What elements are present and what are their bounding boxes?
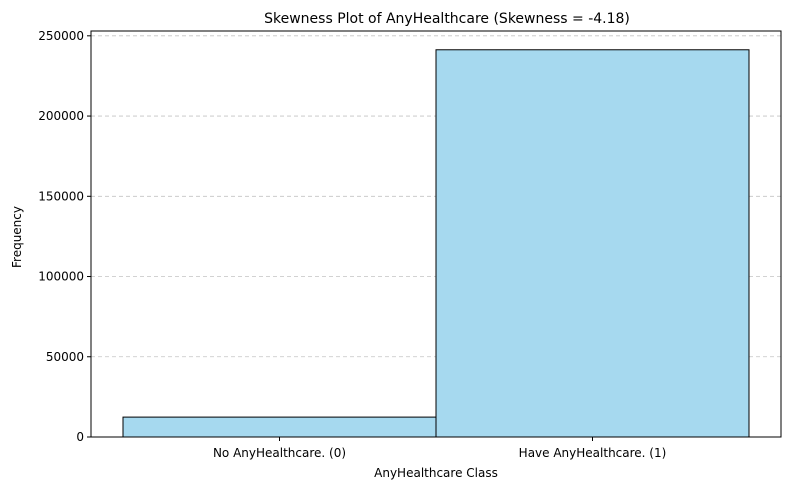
y-axis-label: Frequency xyxy=(10,206,24,268)
plot-frame xyxy=(90,30,782,438)
y-tick-label: 50000 xyxy=(46,350,84,364)
y-tick-label: 250000 xyxy=(38,29,84,43)
chart-title: Skewness Plot of AnyHealthcare (Skewness… xyxy=(264,11,630,27)
bars xyxy=(122,49,750,438)
y-tick-label: 0 xyxy=(76,430,84,444)
y-tick-label: 100000 xyxy=(38,270,84,284)
bar-0 xyxy=(122,416,437,438)
x-tick-label: Have AnyHealthcare. (1) xyxy=(519,446,667,460)
x-tick-label: No AnyHealthcare. (0) xyxy=(213,446,346,460)
x-axis-ticks: No AnyHealthcare. (0) Have AnyHealthcare.… xyxy=(213,437,666,460)
x-axis-label: AnyHealthcare Class xyxy=(374,466,498,480)
y-tick-label: 150000 xyxy=(38,189,84,203)
y-tick-label: 200000 xyxy=(38,109,84,123)
y-axis-ticks: 0 50000 100000 150000 200000 250000 xyxy=(38,29,91,444)
bar-1 xyxy=(435,49,750,438)
